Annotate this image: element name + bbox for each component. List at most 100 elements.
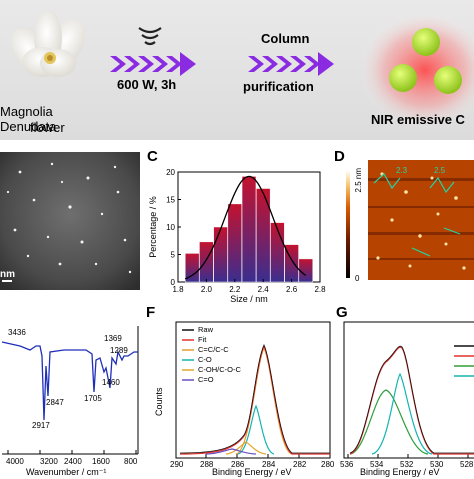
xps-c-oh-component (225, 441, 267, 455)
histogram-bar (298, 258, 314, 283)
xps-f-tick-4: 284 (262, 460, 276, 469)
ftir-peak-1705: 1705 (84, 394, 102, 403)
arrow-2-icon (248, 52, 334, 76)
xps-g-tick-3: 532 (400, 460, 414, 469)
afm-annotation-2: 2.3 (396, 166, 408, 175)
xps-o-legend (454, 345, 474, 377)
xps-ylabel: Counts (154, 387, 164, 416)
histogram-chart: 1.8 2.0 2.2 2.4 2.6 2.8 0 5 10 15 20 Size / nm Perce… (148, 168, 326, 304)
y-tick-label: 20 (166, 168, 175, 177)
histogram-bar (255, 188, 271, 283)
histogram-bar (199, 241, 214, 283)
flower-label-line2: flower (30, 120, 65, 135)
xps-g-tick-2: 534 (370, 460, 384, 469)
step2-label-bottom: purification (243, 79, 314, 94)
panel-b-tem-image: nm (0, 152, 140, 290)
x-tick-label: 2.4 (258, 285, 270, 294)
ftir-spectrum (1, 341, 138, 421)
xps-f-xlabel: Binding Energy / eV (212, 467, 292, 477)
step2-label-top: Column (261, 31, 310, 46)
ftir-tick-2: 3200 (40, 457, 58, 466)
ftir-tick-3: 2400 (64, 457, 82, 466)
xps-legend-cc: C=C/C-C (198, 345, 229, 354)
panel-e-ftir: 4000 3200 2400 1600 800 Wavenumber / cm⁻… (0, 316, 140, 477)
x-axis-label: Size / nm (230, 294, 268, 304)
xps-g-tick-4: 530 (430, 460, 444, 469)
xps-o1s-chart (343, 321, 474, 459)
xps-f-tick-1: 290 (170, 460, 184, 469)
xps-o-cyan-component (371, 372, 433, 455)
afm-image (346, 160, 474, 280)
ftir-tick-4: 1600 (92, 457, 110, 466)
ftir-peak-1369: 1369 (104, 334, 122, 343)
carbon-dots-icon (357, 10, 474, 130)
x-tick-label: 2.0 (201, 285, 213, 294)
ftir-peak-2847: 2847 (46, 398, 64, 407)
xps-c-o-component (237, 404, 275, 455)
flower-label-line1: Magnolia Denudata (0, 104, 57, 134)
xps-c-eq-o-component (205, 448, 257, 455)
x-tick-label: 1.8 (172, 285, 184, 294)
xps-legend-co: C-O (198, 355, 212, 364)
xps-f-tick-3: 286 (231, 460, 245, 469)
histogram-bar (270, 222, 285, 283)
y-tick-label: 0 (171, 278, 176, 287)
ftir-peak-1289: 1289 (110, 346, 128, 355)
xps-c1s-chart (175, 321, 331, 459)
ftir-tick-1: 4000 (6, 457, 24, 466)
xps-legend-coh: C-OH/C-O-C (198, 365, 241, 374)
scheme-graphic (11, 10, 474, 130)
xps-g-tick-1: 536 (340, 460, 354, 469)
gaussian-fit-curve (184, 175, 307, 280)
microwave-icon (138, 27, 162, 46)
x-tick-label: 2.2 (229, 285, 241, 294)
xps-f-tick-6: 280 (321, 460, 335, 469)
xps-f-tick-5: 282 (293, 460, 307, 469)
panel-d-afm: D 2.5 nm (334, 148, 474, 290)
panel-f-xps-c1s: F Raw Fit C=C/C-C C-O C-OH/C-O-C C=O Cou… (146, 304, 336, 477)
xps-legend (182, 329, 194, 381)
panel-f-letter: F (146, 304, 156, 321)
xps-raw-curve (179, 344, 330, 454)
histogram-bar (213, 226, 228, 283)
xps-legend-ceqo: C=O (198, 375, 214, 384)
ftir-peak-1460: 1460 (102, 378, 120, 387)
xps-g-tick-5: 528 (460, 460, 474, 469)
y-tick-label: 15 (166, 196, 175, 205)
panel-d-letter: D (334, 148, 345, 165)
panel-c-size-histogram: C 1.8 2.0 2.2 2.4 2.6 2.8 0 5 10 15 20 Size / nm Per… (144, 146, 330, 306)
ftir-peak-2917: 2917 (32, 421, 50, 430)
x-tick-label: 2.6 (286, 285, 298, 294)
ftir-xlabel: Wavenumber / cm⁻¹ (26, 467, 107, 477)
xps-legend-fit: Fit (198, 335, 207, 344)
tem-scale-label: nm (0, 269, 15, 280)
tem-micrograph (0, 152, 140, 290)
product-label: NIR emissive C (371, 112, 465, 127)
histogram-bar (227, 203, 243, 283)
afm-scale-min: 0 (355, 274, 360, 283)
step1-label: 600 W, 3h (117, 77, 177, 92)
ftir-chart (1, 326, 139, 455)
xps-g-xlabel: Binding Energy / eV (360, 467, 440, 477)
synthesis-scheme: Magnolia Denudata flower 600 W, 3h Colum… (0, 0, 474, 140)
x-tick-label: 2.8 (314, 285, 326, 294)
y-tick-label: 5 (171, 251, 176, 260)
xps-o-fit-curve (349, 346, 474, 455)
xps-c-cc-component (235, 346, 293, 455)
xps-legend-raw: Raw (198, 325, 214, 334)
histogram-bar (184, 253, 200, 283)
xps-f-tick-2: 288 (200, 460, 214, 469)
histogram-bar (241, 176, 257, 283)
xps-o-green-component (349, 389, 429, 455)
y-axis-label: Percentage / % (148, 196, 158, 258)
arrow-1-icon (110, 52, 196, 76)
y-tick-label: 10 (166, 223, 175, 232)
afm-scale-max: 2.5 nm (354, 168, 363, 193)
panel-g-letter: G (336, 304, 348, 321)
panel-c-letter: C (147, 148, 158, 165)
magnolia-flower-icon (11, 10, 86, 77)
afm-annotation-1: 2.5 (434, 166, 446, 175)
panel-g-xps-o1s: G 536 534 532 530 528 Binding Energy / e… (336, 304, 474, 477)
afm-colorbar (346, 170, 350, 278)
xps-o-raw-curve (349, 345, 474, 454)
